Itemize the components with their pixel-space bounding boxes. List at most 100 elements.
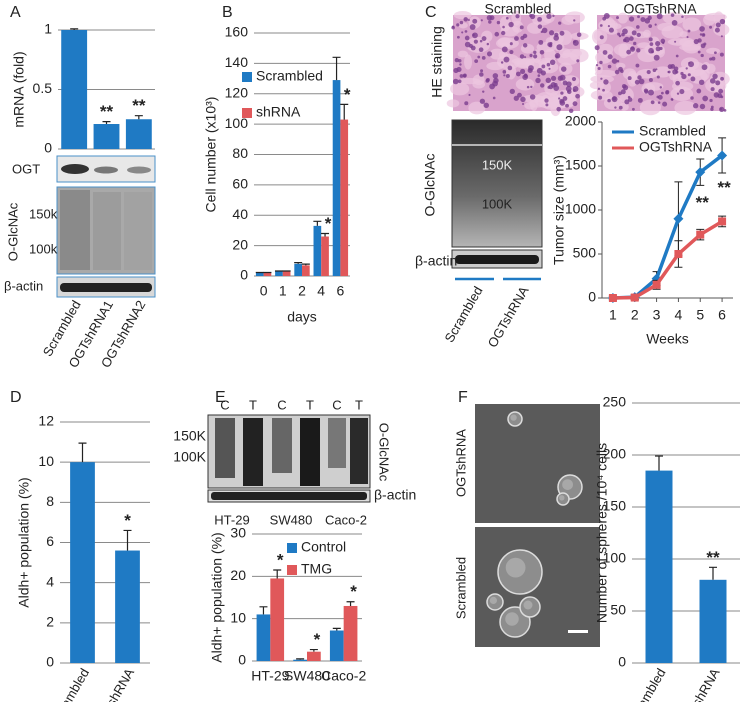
y-tick-label: 250 [603,394,627,410]
nucleus [616,16,619,20]
legend-swatch [287,543,297,553]
marker [608,294,617,302]
nucleus [477,55,481,59]
nucleus [685,67,688,70]
he-image [589,11,730,116]
y-tick-label: 500 [573,245,597,261]
error-bar [301,263,310,266]
cell-line-label: HT-29 [214,512,249,527]
nucleus [687,73,691,77]
bar [70,462,95,663]
lane-label: T [249,397,257,412]
sphere-core [510,414,517,421]
nucleus [545,103,549,107]
nucleus [638,78,645,85]
y-tick-label: 2 [46,614,54,630]
y-tick-label: 0 [588,289,596,305]
nucleus [674,40,677,43]
nucleus [503,74,506,77]
nucleus [655,46,661,52]
nucleus [709,78,716,84]
nucleus [519,25,524,30]
nucleus [482,90,485,93]
significance: ** [132,96,146,115]
nucleus [657,101,661,104]
nucleus [675,54,679,58]
nucleus [656,75,660,79]
tissue [446,99,460,108]
chart: 0 50 100 150 200 250 Number of spheres /10⁴ ce… [594,394,740,702]
error-bar [340,103,349,120]
nucleus [550,75,557,81]
nucleus [548,30,555,36]
legend-label: Scrambled [256,68,323,84]
nucleus [710,107,714,111]
error-bar [102,121,111,125]
nucleus [509,88,515,95]
nucleus [600,77,603,80]
nucleus [541,27,548,34]
blot-label: O-GlcNAc [377,423,392,482]
nucleus [451,25,455,28]
tissue [496,53,521,70]
blot-label: β-actin [415,253,457,269]
nucleus [711,56,716,61]
marker-label: 150K [173,428,206,444]
nucleus [507,65,513,71]
sphere-core [559,495,565,501]
nucleus [492,73,499,79]
nucleus [659,46,663,51]
tissue [524,102,536,110]
band [94,166,118,174]
nucleus [479,98,486,104]
nucleus [541,64,546,69]
lane-label: Scrambled [442,284,486,345]
nucleus [620,89,626,95]
tissue [501,42,510,49]
bar [256,614,271,661]
x-tick-label: HT-29 [251,668,289,684]
nucleus [505,16,509,20]
nucleus [558,97,561,100]
tissue [653,66,672,78]
y-tick-label: 0 [238,652,246,668]
nucleus [522,43,528,48]
image-bg [475,404,600,523]
tissue [453,10,472,20]
nucleus [627,76,632,81]
nucleus [624,99,630,105]
nucleus [718,88,724,94]
nucleus [654,23,657,26]
x-tick-label: 1 [609,307,617,323]
error-bar [655,455,663,471]
nucleus [675,70,679,74]
nucleus [559,100,566,106]
nucleus [522,33,528,39]
nucleus [618,105,623,110]
nucleus [626,49,631,55]
image-bg [475,527,600,647]
nucleus [539,50,545,55]
tissue [706,47,721,55]
nucleus [676,92,680,95]
tissue [569,48,589,63]
nucleus [571,76,577,82]
nucleus [566,81,572,87]
y-tick-label: 20 [232,236,248,252]
significance: * [325,214,332,233]
nucleus [468,93,471,96]
blot-label: O-GlcNAc [5,202,20,261]
error-bar [78,442,87,463]
error-bar [134,115,143,120]
nucleus [634,79,640,85]
nucleus [607,64,612,69]
nucleus [720,76,725,81]
nucleus [568,108,574,114]
nucleus [614,69,620,75]
y-axis-label: Cell number (x10³) [203,97,219,213]
marker [718,217,727,226]
tissue [703,14,716,26]
chart: 0 2 4 6 8 10 12 Aldh+ population (%) ScrambledOG… [16,413,150,702]
nucleus [576,32,582,38]
band [215,418,235,478]
